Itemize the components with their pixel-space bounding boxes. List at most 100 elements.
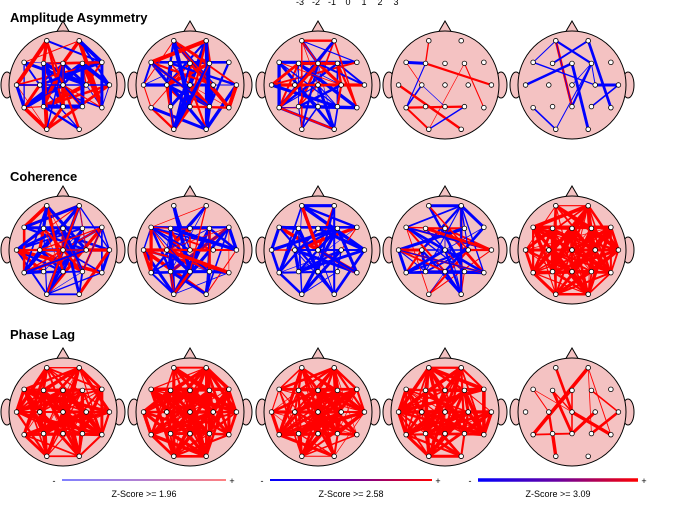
connection: [398, 249, 485, 274]
electrode: [569, 225, 575, 232]
electrode: [171, 38, 177, 44]
connection: [150, 388, 175, 457]
connection: [424, 62, 493, 87]
connection: [278, 270, 339, 274]
electrode: [549, 268, 556, 275]
electrode: [361, 409, 368, 415]
connection: [14, 365, 49, 414]
electrode: [419, 409, 425, 415]
connection: [61, 39, 81, 66]
electrode: [530, 104, 536, 111]
electrode: [530, 386, 536, 393]
connection: [405, 248, 423, 274]
electrode: [354, 269, 360, 276]
electrode: [569, 60, 575, 67]
electrode: [585, 126, 591, 132]
electrode: [206, 103, 213, 110]
connection: [22, 203, 49, 230]
legend-plus: +: [435, 476, 440, 486]
electrode: [268, 82, 275, 88]
electrode: [585, 38, 591, 44]
electrode: [210, 247, 216, 253]
electrode: [83, 82, 89, 88]
electrode: [553, 38, 559, 44]
connection: [80, 61, 112, 87]
head-map: [509, 347, 635, 467]
electrode: [60, 60, 66, 67]
connection: [277, 226, 301, 275]
connection: [150, 205, 207, 228]
connection: [531, 226, 574, 275]
electrode: [164, 409, 170, 415]
electrode: [608, 59, 614, 66]
connection: [397, 226, 466, 252]
connection: [293, 410, 300, 435]
connection: [316, 270, 336, 296]
connection: [278, 388, 303, 458]
connection: [404, 389, 466, 437]
connection: [269, 83, 340, 109]
connection: [141, 410, 153, 437]
connection: [398, 388, 485, 413]
electrode: [553, 291, 559, 297]
connection: [587, 271, 612, 296]
electrode: [83, 247, 89, 253]
connection: [15, 227, 84, 251]
electrode: [206, 387, 213, 394]
connection: [570, 62, 593, 108]
connection: [420, 410, 486, 436]
connection: [45, 225, 104, 296]
electrode: [426, 203, 432, 209]
electrode: [585, 365, 591, 371]
electrode: [60, 409, 66, 415]
connection: [531, 204, 590, 229]
connection: [443, 248, 463, 296]
electrode: [295, 103, 302, 110]
electrode: [615, 247, 622, 253]
connection: [165, 248, 192, 274]
electrode: [276, 386, 282, 393]
electrode: [549, 60, 556, 67]
connection: [532, 388, 550, 413]
electrode: [187, 225, 193, 232]
electrode: [148, 59, 154, 66]
electrode: [226, 224, 232, 231]
connection: [61, 388, 104, 437]
connection: [150, 226, 168, 251]
electrode: [276, 224, 282, 231]
electrode: [334, 430, 341, 437]
electrode: [458, 126, 464, 132]
connection: [532, 389, 573, 436]
connection: [405, 106, 430, 131]
electrode: [530, 59, 536, 66]
electrode: [295, 225, 302, 232]
connection: [587, 367, 612, 436]
electrode: [461, 60, 468, 67]
connection: [61, 410, 81, 458]
electrode: [549, 225, 556, 232]
electrode: [315, 409, 321, 415]
connection: [554, 270, 593, 296]
electrode: [546, 82, 552, 88]
electrode: [426, 291, 432, 297]
electrode: [488, 247, 495, 253]
electrode: [395, 409, 402, 415]
connection: [317, 228, 338, 251]
electrode: [40, 387, 47, 394]
connection: [459, 204, 486, 229]
electrode: [465, 82, 471, 88]
connection: [482, 410, 494, 437]
electrode: [76, 126, 82, 132]
connection: [532, 226, 596, 251]
connection: [172, 388, 212, 459]
electrode: [338, 409, 344, 415]
electrode: [403, 59, 409, 66]
connection: [270, 225, 281, 252]
connection: [38, 60, 104, 87]
electrode: [203, 126, 209, 132]
connection: [396, 365, 431, 414]
electrode: [226, 431, 232, 438]
connection: [298, 205, 303, 272]
electrode: [268, 409, 275, 415]
connection: [570, 61, 590, 131]
